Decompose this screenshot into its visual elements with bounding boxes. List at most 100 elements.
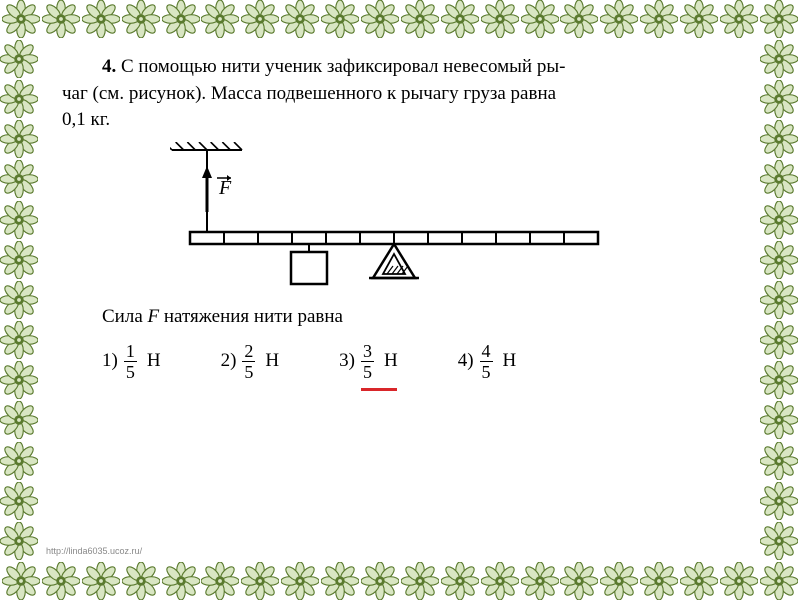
ornament-icon — [760, 40, 798, 78]
ornament-icon — [401, 0, 439, 38]
answer-option-4[interactable]: 4) 4 5 Н — [458, 342, 517, 381]
ornament-icon — [201, 0, 239, 38]
ornament-icon — [640, 0, 678, 38]
fraction: 2 5 — [242, 342, 255, 381]
lever-diagram: F — [170, 142, 630, 292]
answer-option-2[interactable]: 2) 2 5 Н — [221, 342, 280, 381]
denominator: 5 — [480, 362, 493, 381]
ornament-icon — [521, 0, 559, 38]
ornament-icon — [521, 562, 559, 600]
ornament-icon — [82, 562, 120, 600]
correct-mark — [361, 388, 397, 391]
problem-line3: 0,1 кг. — [62, 109, 110, 130]
question-var: F — [148, 306, 160, 327]
ornament-icon — [0, 401, 38, 439]
ornament-icon — [760, 160, 798, 198]
ornament-icon — [0, 120, 38, 158]
fraction: 1 5 — [124, 342, 137, 381]
ornament-icon — [2, 562, 40, 600]
ornament-icon — [361, 562, 399, 600]
ornament-icon — [0, 201, 38, 239]
problem-line2: чаг (см. рисунок). Масса подвешенного к … — [62, 83, 556, 104]
ornament-icon — [760, 120, 798, 158]
ornament-icon — [401, 562, 439, 600]
ornament-icon — [0, 80, 38, 118]
question: Сила F натяжения нити равна — [102, 306, 738, 328]
answer-number: 1) — [102, 350, 118, 372]
ornament-icon — [760, 241, 798, 279]
ornament-icon — [760, 482, 798, 520]
ornament-icon — [0, 160, 38, 198]
ornament-icon — [2, 0, 40, 38]
ornament-icon — [162, 562, 200, 600]
ornament-icon — [441, 562, 479, 600]
ornament-icon — [760, 442, 798, 480]
denominator: 5 — [361, 362, 374, 381]
ornament-icon — [760, 0, 798, 38]
ornament-icon — [720, 562, 758, 600]
ornament-icon — [481, 0, 519, 38]
ornament-icon — [42, 0, 80, 38]
answer-number: 3) — [339, 350, 355, 372]
ornament-icon — [760, 361, 798, 399]
unit: Н — [503, 350, 517, 372]
question-prefix: Сила — [102, 306, 148, 327]
ornament-icon — [0, 442, 38, 480]
unit: Н — [147, 350, 161, 372]
ornament-icon — [441, 0, 479, 38]
ornament-icon — [0, 241, 38, 279]
numerator: 3 — [361, 342, 374, 362]
ornament-icon — [0, 321, 38, 359]
numerator: 2 — [242, 342, 255, 362]
ornament-icon — [680, 0, 718, 38]
ornament-icon — [321, 0, 359, 38]
ornament-icon — [281, 0, 319, 38]
ornament-icon — [281, 562, 319, 600]
ornament-icon — [760, 80, 798, 118]
ornament-icon — [560, 0, 598, 38]
ornament-icon — [720, 0, 758, 38]
ornament-icon — [600, 562, 638, 600]
question-suffix: натяжения нити равна — [159, 306, 343, 327]
answer-number: 4) — [458, 350, 474, 372]
problem-line1: С помощью нити ученик зафиксировал невес… — [121, 56, 565, 77]
answer-option-1[interactable]: 1) 1 5 Н — [102, 342, 161, 381]
problem-statement: 4. С помощью нити ученик зафиксировал не… — [62, 54, 738, 134]
ornament-icon — [680, 562, 718, 600]
ornament-icon — [0, 482, 38, 520]
diagram-container: F — [62, 142, 738, 292]
ornament-icon — [122, 0, 160, 38]
ornament-icon — [82, 0, 120, 38]
slide-content: 4. С помощью нити ученик зафиксировал не… — [42, 42, 758, 558]
answer-number: 2) — [221, 350, 237, 372]
ornament-icon — [0, 281, 38, 319]
ornament-icon — [560, 562, 598, 600]
svg-text:F: F — [218, 177, 232, 199]
ornament-icon — [0, 522, 38, 560]
ornament-icon — [321, 562, 359, 600]
ornament-icon — [241, 0, 279, 38]
ornament-icon — [122, 562, 160, 600]
ornament-icon — [201, 562, 239, 600]
ornament-icon — [0, 40, 38, 78]
ornament-icon — [42, 562, 80, 600]
unit: Н — [384, 350, 398, 372]
ornament-icon — [241, 562, 279, 600]
ornament-icon — [760, 281, 798, 319]
ornament-icon — [760, 201, 798, 239]
answer-option-3[interactable]: 3) 3 5 Н — [339, 342, 398, 381]
ornament-icon — [760, 401, 798, 439]
ornament-icon — [760, 522, 798, 560]
ornament-icon — [361, 0, 399, 38]
denominator: 5 — [124, 362, 137, 381]
ornament-icon — [600, 0, 638, 38]
ornament-icon — [760, 562, 798, 600]
fraction: 4 5 — [480, 342, 493, 381]
problem-number: 4. — [102, 56, 116, 77]
numerator: 4 — [480, 342, 493, 362]
unit: Н — [265, 350, 279, 372]
answer-options: 1) 1 5 Н 2) 2 5 Н 3) 3 5 Н 4) — [62, 342, 738, 381]
fraction: 3 5 — [361, 342, 374, 381]
ornament-icon — [760, 321, 798, 359]
footer-url: http://linda6035.ucoz.ru/ — [46, 546, 142, 556]
